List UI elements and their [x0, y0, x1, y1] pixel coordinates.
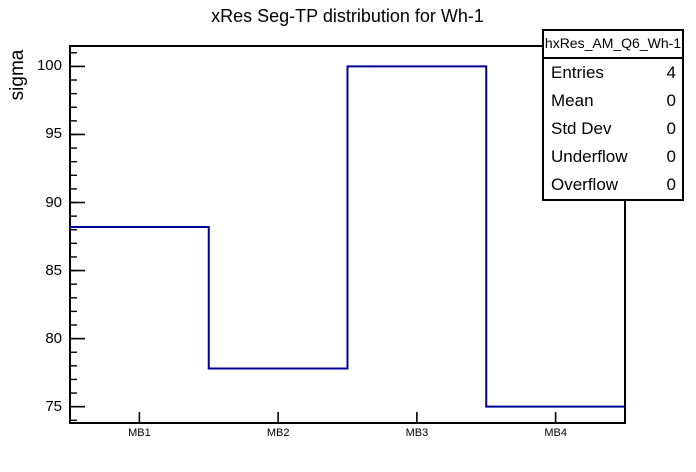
stat-row: Mean 0 [544, 87, 682, 115]
stat-row-label: Mean [551, 91, 594, 110]
stat-row: Overflow 0 [544, 171, 682, 199]
stat-row-value: 0 [666, 119, 676, 138]
stat-row-value: 0 [666, 175, 676, 194]
stat-row: Underflow 0 [544, 143, 682, 171]
x-tick-label: MB3 [405, 427, 429, 439]
y-tick-label: 75 [45, 397, 62, 415]
histogram-line [70, 65, 625, 408]
stat-row-label: Std Dev [551, 119, 612, 138]
stat-row: Std Dev 0 [544, 115, 682, 143]
y-tick-label: 80 [45, 329, 62, 347]
stat-row: Entries 4 [544, 59, 682, 87]
stats-box-title: hxRes_AM_Q6_Wh-1 [544, 31, 682, 59]
chart-title: xRes Seg-TP distribution for Wh-1 [211, 6, 484, 26]
y-tick-label: 85 [45, 261, 62, 279]
stat-row-value: 4 [666, 63, 676, 82]
stat-row-value: 0 [666, 147, 676, 166]
stat-row-value: 0 [666, 91, 676, 110]
y-tick-label: 100 [36, 57, 62, 75]
x-tick-label: MB2 [266, 427, 290, 439]
stat-row-label: Overflow [551, 175, 619, 194]
plot-frame [69, 45, 626, 424]
x-tick-label: MB4 [544, 427, 567, 439]
y-tick-label: 90 [45, 193, 62, 211]
stat-row-label: Underflow [551, 147, 628, 166]
x-tick-label: MB1 [128, 427, 151, 439]
stats-box: hxRes_AM_Q6_Wh-1 Entries 4 Mean 0 Std Dev 0 Un… [542, 29, 684, 201]
stats-box-rows: Entries 4 Mean 0 Std Dev 0 Underflow 0 Overflow 0 [544, 59, 682, 199]
y-tick-label: 95 [45, 125, 62, 143]
stat-row-label: Entries [551, 63, 604, 82]
